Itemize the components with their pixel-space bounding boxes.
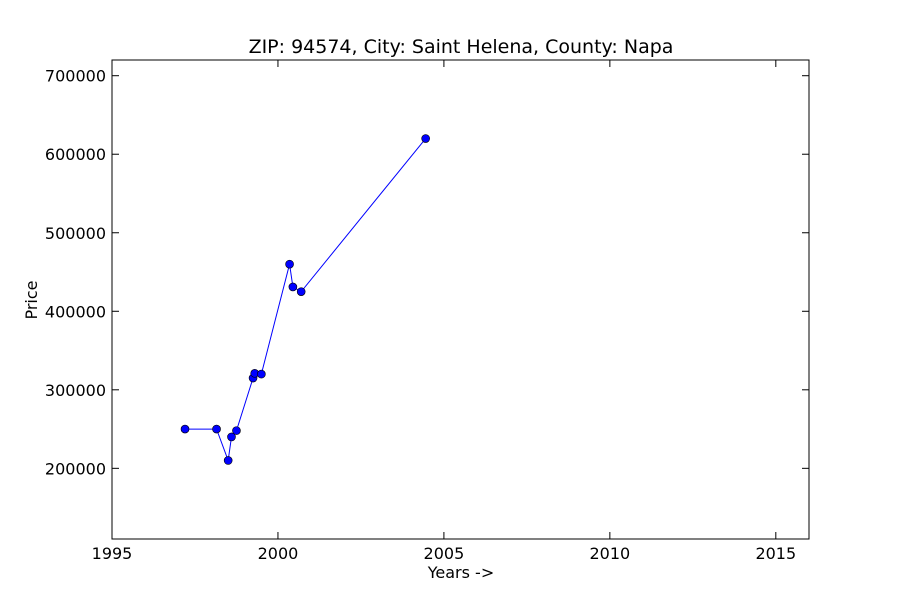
x-tick-label: 2005 [424, 544, 465, 563]
data-point [180, 424, 190, 434]
data-point [232, 426, 241, 435]
series-layer [180, 134, 430, 465]
plot-area [111, 59, 810, 540]
data-point [296, 287, 306, 296]
y-axis: 200000 300000 400000 500000 600000 700000 [45, 67, 809, 478]
y-tick-label: 300000 [45, 381, 106, 400]
data-point [421, 134, 430, 143]
data-point [257, 369, 266, 379]
data-point [223, 456, 233, 465]
data-point [288, 282, 298, 292]
y-axis-label: Price [22, 280, 41, 319]
y-tick-label: 500000 [45, 224, 106, 243]
chart-title: ZIP: 94574, City: Saint Helena, County: … [249, 36, 674, 58]
x-tick-label: 2010 [589, 544, 630, 563]
data-point [285, 259, 294, 269]
y-tick-label: 200000 [45, 459, 106, 478]
y-tick-label: 600000 [45, 145, 106, 164]
data-point [227, 432, 236, 442]
y-tick-label: 400000 [45, 302, 106, 321]
x-tick-label: 2015 [755, 544, 796, 563]
x-axis-label: Years -> [427, 563, 494, 582]
plot-frame [111, 59, 810, 540]
y-tick-label: 700000 [45, 67, 106, 86]
x-tick-label: 2000 [258, 544, 299, 563]
x-axis: 1995 2000 2005 2010 2015 [92, 60, 796, 563]
data-point [212, 424, 221, 434]
x-tick-label: 1995 [92, 544, 133, 563]
